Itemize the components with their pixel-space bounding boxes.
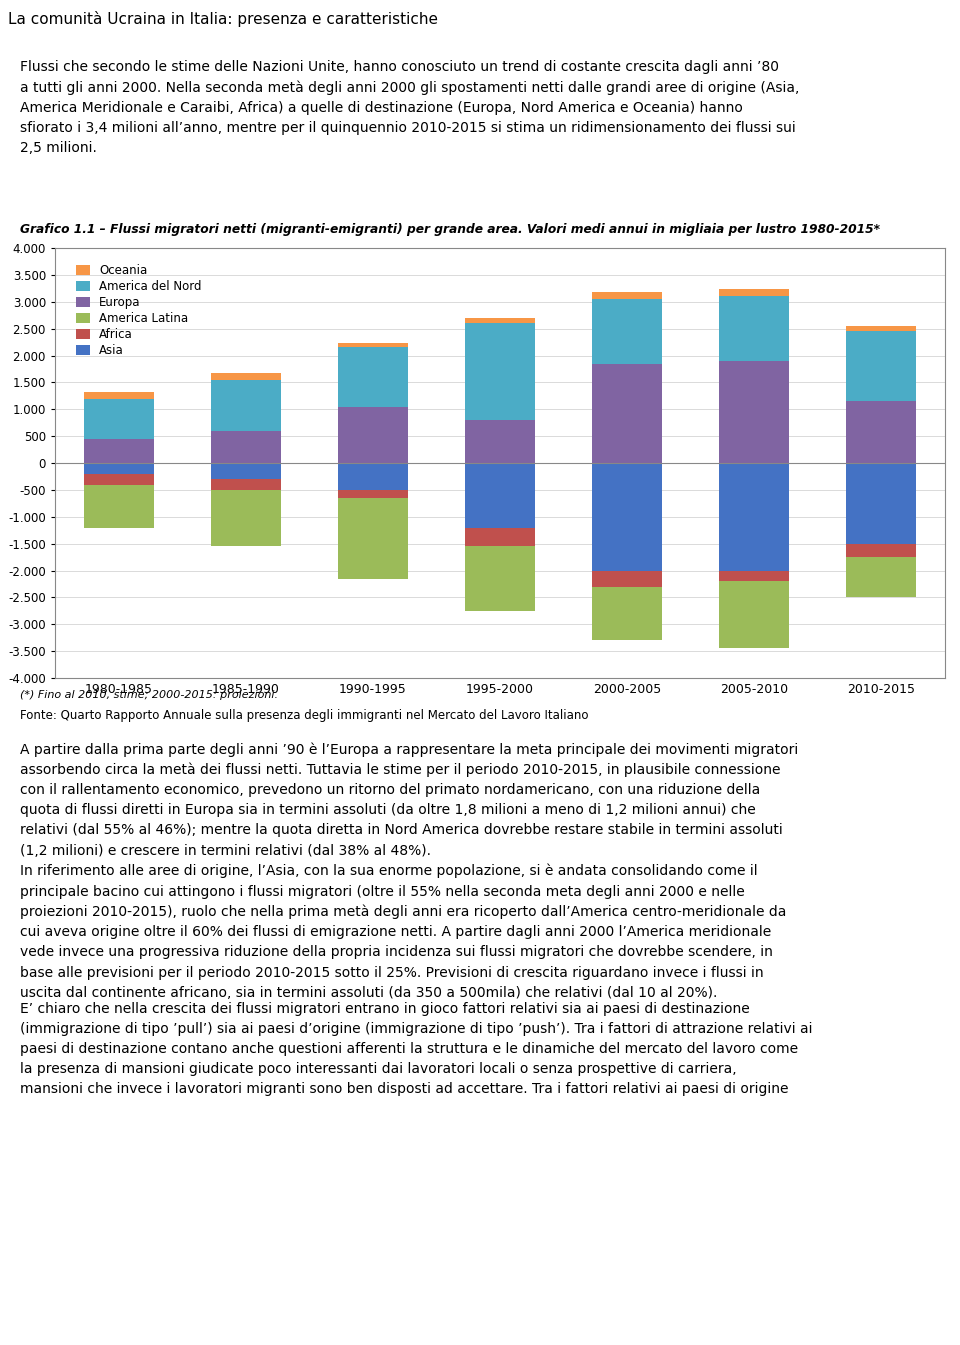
Bar xyxy=(211,463,280,479)
Bar xyxy=(847,331,917,401)
Bar xyxy=(719,581,789,648)
Bar xyxy=(719,296,789,360)
Bar xyxy=(465,420,535,463)
Text: 17: 17 xyxy=(879,9,906,28)
Bar xyxy=(592,463,662,570)
Bar xyxy=(84,473,154,484)
Text: Fonte: Quarto Rapporto Annuale sulla presenza degli immigranti nel Mercato del L: Fonte: Quarto Rapporto Annuale sulla pre… xyxy=(20,709,588,721)
Bar xyxy=(592,586,662,640)
Bar xyxy=(338,343,408,347)
Bar xyxy=(592,299,662,363)
Text: A partire dalla prima parte degli anni ’90 è l’Europa a rappresentare la meta pr: A partire dalla prima parte degli anni ’… xyxy=(20,742,799,858)
Bar xyxy=(338,498,408,578)
Bar xyxy=(338,463,408,490)
Text: (*) Fino al 2010, stime; 2000-2015: proiezioni.: (*) Fino al 2010, stime; 2000-2015: proi… xyxy=(20,690,278,699)
Bar xyxy=(847,401,917,463)
Bar xyxy=(719,570,789,581)
Bar xyxy=(847,327,917,331)
Bar xyxy=(847,543,917,557)
Bar xyxy=(338,490,408,498)
Bar xyxy=(211,379,280,430)
Bar xyxy=(211,490,280,546)
Bar xyxy=(84,438,154,463)
Bar xyxy=(719,463,789,570)
Text: E’ chiaro che nella crescita dei flussi migratori entrano in gioco fattori relat: E’ chiaro che nella crescita dei flussi … xyxy=(20,1002,812,1096)
Bar xyxy=(84,398,154,438)
Bar xyxy=(465,463,535,527)
Bar xyxy=(211,479,280,490)
Bar xyxy=(592,570,662,586)
Bar xyxy=(847,557,917,597)
Text: La comunità Ucraina in Italia: presenza e caratteristiche: La comunità Ucraina in Italia: presenza … xyxy=(9,11,439,27)
Bar xyxy=(592,363,662,463)
Bar xyxy=(338,406,408,463)
Text: In riferimento alle aree di origine, l’Asia, con la sua enorme popolazione, si è: In riferimento alle aree di origine, l’A… xyxy=(20,863,786,999)
Bar xyxy=(719,289,789,296)
Bar xyxy=(84,463,154,473)
Bar xyxy=(465,527,535,546)
Bar xyxy=(84,484,154,527)
Text: Flussi che secondo le stime delle Nazioni Unite, hanno conosciuto un trend di co: Flussi che secondo le stime delle Nazion… xyxy=(20,61,800,155)
Bar xyxy=(84,391,154,398)
Bar xyxy=(847,463,917,543)
Bar xyxy=(211,373,280,379)
Bar xyxy=(465,319,535,323)
Bar xyxy=(211,430,280,463)
Bar xyxy=(338,347,408,406)
Text: Grafico 1.1 – Flussi migratori netti (migranti-emigranti) per grande area. Valor: Grafico 1.1 – Flussi migratori netti (mi… xyxy=(20,223,880,237)
Legend: Oceania, America del Nord, Europa, America Latina, Africa, Asia: Oceania, America del Nord, Europa, Ameri… xyxy=(70,258,207,363)
Bar xyxy=(465,323,535,420)
Bar xyxy=(719,360,789,463)
Bar xyxy=(465,546,535,611)
Bar xyxy=(592,292,662,299)
